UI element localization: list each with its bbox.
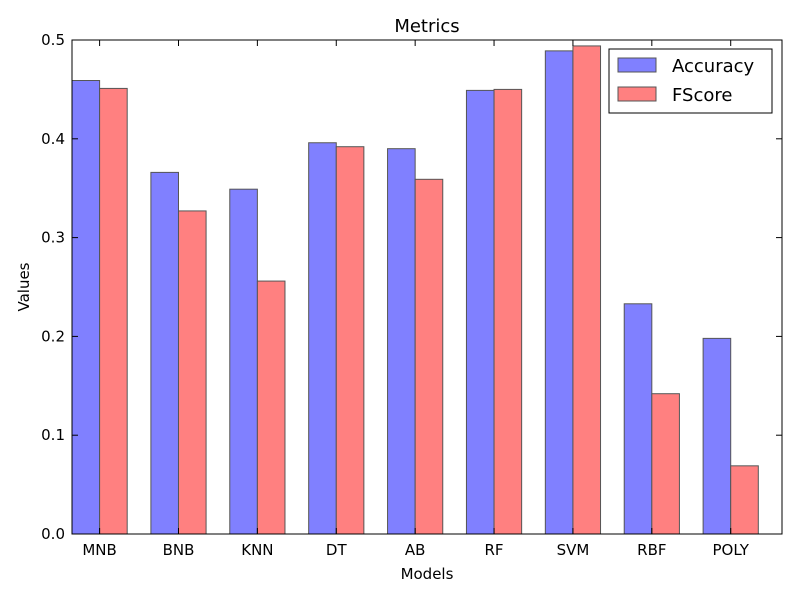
bar-fscore-mnb [99,87,128,535]
x-tick-label-ab: AB [405,541,426,559]
y-tick-label-0-2: 0.2 [41,327,65,345]
y-tick-label-0-1: 0.1 [41,426,65,444]
bar-accuracy-svm [544,50,574,535]
bar-fscore-knn [256,280,286,535]
bar-accuracy-knn [229,188,258,535]
y-tick-label-0-4: 0.4 [41,130,65,148]
y-tick-label-0-0: 0.0 [41,525,65,543]
plot-frame [71,39,783,535]
legend: Accuracy FScore [608,48,773,114]
y-tick-label-0-5: 0.5 [41,31,65,49]
legend-swatch-accuracy [617,57,657,73]
bar-accuracy-dt [308,142,337,535]
bar-fscore-bnb [177,210,207,535]
y-axis-title: Values [15,262,33,311]
y-axis-ticks: 0.0 0.1 0.2 0.3 0.4 0.5 [41,31,782,543]
legend-label-fscore: FScore [672,85,732,106]
bar-accuracy-rf [465,89,495,535]
bar-accuracy-bnb [150,171,179,535]
y-tick-label-0-3: 0.3 [41,229,65,247]
x-tick-label-rbf: RBF [637,541,666,559]
x-axis-title: Models [401,565,454,583]
x-tick-label-poly: POLY [713,541,750,559]
x-axis-ticks: MNB BNB KNN DT AB RF SVM RBF POLY [82,40,750,559]
bar-fscore-dt [335,146,365,535]
x-tick-label-mnb: MNB [82,541,116,559]
bar-fscore-svm [572,45,602,535]
bar-fscore-rbf [651,393,680,535]
legend-swatch-fscore [617,86,657,102]
chart-title: Metrics [394,16,459,37]
bar-accuracy-poly [702,337,732,535]
legend-label-accuracy: Accuracy [672,56,755,77]
bar-accuracy-rbf [623,303,653,535]
bar-fscore-ab [414,178,444,535]
bar-fscore-rf [493,88,523,535]
x-tick-label-svm: SVM [557,541,590,559]
bar-fscore-poly [730,465,759,535]
bar-accuracy-mnb [71,80,101,535]
bars-layer [71,45,759,535]
x-tick-label-rf: RF [485,541,504,559]
x-tick-label-dt: DT [326,541,348,559]
bar-accuracy-ab [387,148,416,535]
x-tick-label-knn: KNN [241,541,273,559]
x-tick-label-bnb: BNB [163,541,195,559]
